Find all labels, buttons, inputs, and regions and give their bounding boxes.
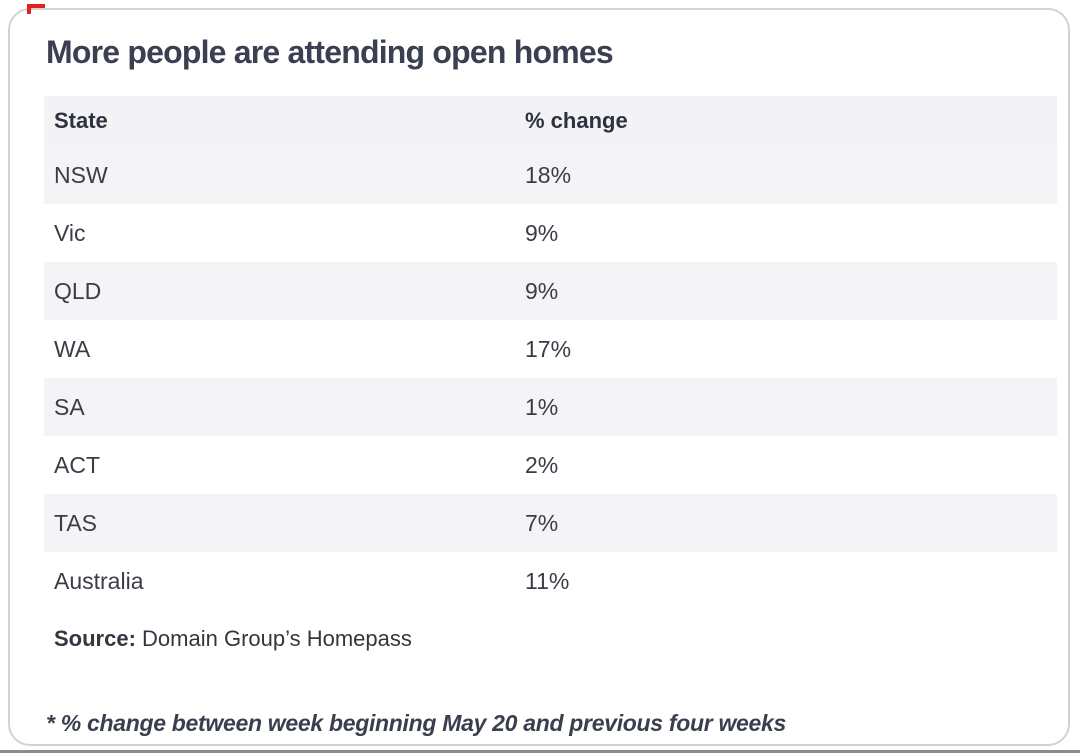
red-corner-mark (27, 4, 45, 14)
table-row-wa: WA 17% (44, 320, 1057, 378)
table-row-tas: TAS 7% (44, 494, 1057, 552)
change-cell: 18% (525, 161, 572, 188)
table-row-nsw: NSW 18% (44, 146, 1057, 204)
source-text: Domain Group’s Homepass (135, 626, 412, 651)
table-row-act: ACT 2% (44, 436, 1057, 494)
state-cell: NSW (54, 161, 108, 188)
state-cell: QLD (54, 277, 102, 304)
bottom-divider (0, 750, 1080, 753)
change-cell: 2% (525, 451, 559, 478)
state-cell: SA (54, 393, 85, 420)
change-cell: 7% (525, 509, 559, 536)
table-header-row: State % change (44, 96, 1057, 146)
change-cell: 11% (525, 567, 570, 594)
table-row-vic: Vic 9% (44, 204, 1057, 262)
table-row-australia: Australia 11% (44, 552, 1057, 610)
footnote: * % change between week beginning May 20… (46, 710, 787, 736)
page-title: More people are attending open homes (46, 34, 614, 70)
table-card: More people are attending open homes Sta… (8, 8, 1070, 746)
table-row-sa: SA 1% (44, 378, 1057, 436)
column-header-state: State (54, 108, 108, 133)
table-row-qld: QLD 9% (44, 262, 1057, 320)
state-cell: Vic (54, 219, 86, 246)
state-cell: ACT (54, 451, 100, 478)
state-cell: TAS (54, 509, 98, 536)
state-cell: WA (54, 335, 91, 362)
change-cell: 17% (525, 335, 572, 362)
change-cell: 1% (525, 393, 559, 420)
source-label: Source: (54, 626, 136, 651)
state-cell: Australia (54, 567, 144, 594)
change-cell: 9% (525, 219, 559, 246)
source-line: Source: Domain Group’s Homepass (54, 626, 412, 652)
change-cell: 9% (525, 277, 559, 304)
open-homes-table: State % change NSW 18% Vic 9% QLD 9% WA … (44, 96, 1057, 610)
column-header-change: % change (525, 108, 628, 133)
